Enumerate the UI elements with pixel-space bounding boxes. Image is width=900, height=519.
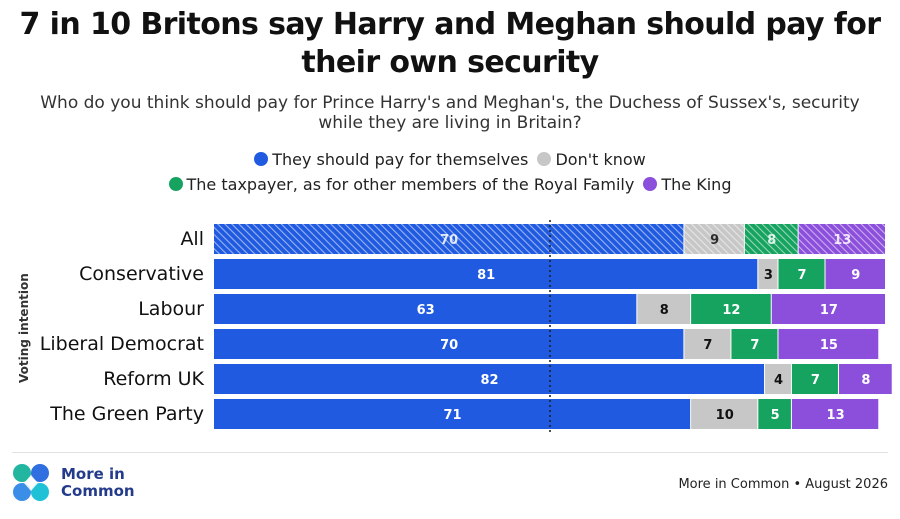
legend-swatch-king — [643, 177, 658, 191]
brand-line-1: More in — [61, 465, 125, 483]
bar-labour-taxpayer — [691, 294, 771, 324]
data-label-liberal-democrat-taxpayer: 7 — [750, 338, 759, 353]
bar-labour-dont-know — [637, 294, 691, 324]
category-label-liberal-democrat: Liberal Democrat — [39, 333, 204, 355]
data-label-all-taxpayer: 8 — [767, 233, 776, 248]
footer-divider — [12, 452, 888, 453]
data-label-the-green-party-dont-know: 10 — [716, 408, 734, 423]
data-label-reform-uk-taxpayer: 7 — [811, 373, 820, 388]
bar-liberal-democrat-dont-know — [684, 329, 731, 359]
bar-the-green-party-taxpayer — [758, 399, 791, 429]
data-label-liberal-democrat-dont-know: 7 — [703, 338, 712, 353]
data-label-the-green-party-taxpayer: 5 — [771, 408, 780, 423]
bar-hatch-all-dont-know — [684, 224, 744, 254]
data-label-conservative-dont-know: 3 — [764, 268, 773, 283]
data-label-the-green-party-king: 13 — [827, 408, 845, 423]
bar-hatch-all-pay-themselves — [214, 224, 684, 254]
bar-hatch-all-taxpayer — [744, 224, 798, 254]
data-label-liberal-democrat-king: 15 — [820, 338, 838, 353]
bar-labour-king — [771, 294, 885, 324]
data-label-liberal-democrat-pay-themselves: 70 — [440, 338, 458, 353]
data-label-the-green-party-pay-themselves: 71 — [444, 408, 462, 423]
data-label-labour-dont-know: 8 — [660, 303, 669, 318]
source-note: More in Common • August 2026 — [678, 477, 888, 492]
bar-reform-uk-king — [838, 364, 892, 394]
legend-item-king: The King — [643, 175, 731, 195]
bar-reform-uk-taxpayer — [791, 364, 838, 394]
legend-label-taxpayer: The taxpayer, as for other members of th… — [186, 175, 635, 194]
data-label-conservative-taxpayer: 7 — [797, 268, 806, 283]
category-label-conservative: Conservative — [79, 263, 204, 285]
bar-conservative-taxpayer — [778, 259, 825, 289]
bar-the-green-party-dont-know — [691, 399, 758, 429]
data-label-conservative-king: 9 — [851, 268, 860, 283]
chart-title: 7 in 10 Britons say Harry and Meghan sho… — [19, 7, 882, 80]
legend-row-2: The taxpayer, as for other members of th… — [0, 175, 900, 195]
brand-line-2: Common — [61, 482, 135, 500]
data-label-all-dont-know: 9 — [710, 233, 719, 248]
legend-item-pay-themselves: They should pay for themselves — [254, 150, 528, 170]
bar-liberal-democrat-king — [778, 329, 879, 359]
bar-conservative-dont-know — [758, 259, 778, 289]
data-label-reform-uk-king: 8 — [861, 373, 870, 388]
brand-name: More in Common — [61, 466, 171, 500]
category-label-reform-uk: Reform UK — [103, 368, 204, 390]
category-label-all: All — [180, 228, 204, 250]
legend-row-1: They should pay for themselves Don't kno… — [0, 150, 900, 170]
bar-liberal-democrat-taxpayer — [731, 329, 778, 359]
bar-the-green-party-king — [791, 399, 879, 429]
bar-labour-pay-themselves — [214, 294, 637, 324]
more-in-common-logo — [13, 464, 49, 501]
legend-swatch-dont-know — [537, 152, 552, 166]
bar-hatch-all-king — [798, 224, 885, 254]
category-label-the-green-party: The Green Party — [50, 403, 204, 425]
legend-label-dont-know: Don't know — [555, 150, 646, 169]
category-label-labour: Labour — [138, 298, 204, 320]
bar-reform-uk-pay-themselves — [214, 364, 765, 394]
data-label-conservative-pay-themselves: 81 — [477, 268, 495, 283]
data-label-labour-taxpayer: 12 — [722, 303, 740, 318]
bar-the-green-party-pay-themselves — [214, 399, 691, 429]
bar-conservative-pay-themselves — [214, 259, 758, 289]
data-label-all-king: 13 — [833, 233, 851, 248]
bar-conservative-king — [825, 259, 885, 289]
data-label-labour-pay-themselves: 63 — [417, 303, 435, 318]
legend-item-dont-know: Don't know — [537, 150, 646, 170]
bar-liberal-democrat-pay-themselves — [214, 329, 684, 359]
chart-subtitle: Who do you think should pay for Prince H… — [40, 93, 860, 133]
legend-label-pay-themselves: They should pay for themselves — [272, 150, 529, 169]
legend-swatch-taxpayer — [168, 177, 183, 191]
legend-label-king: The King — [661, 175, 732, 194]
legend-item-taxpayer: The taxpayer, as for other members of th… — [168, 175, 635, 195]
bar-reform-uk-dont-know — [765, 364, 791, 394]
data-label-labour-king: 17 — [820, 303, 838, 318]
legend-swatch-pay-themselves — [254, 152, 269, 166]
data-label-reform-uk-pay-themselves: 82 — [480, 373, 498, 388]
data-label-all-pay-themselves: 70 — [440, 233, 458, 248]
data-label-reform-uk-dont-know: 4 — [774, 373, 783, 388]
